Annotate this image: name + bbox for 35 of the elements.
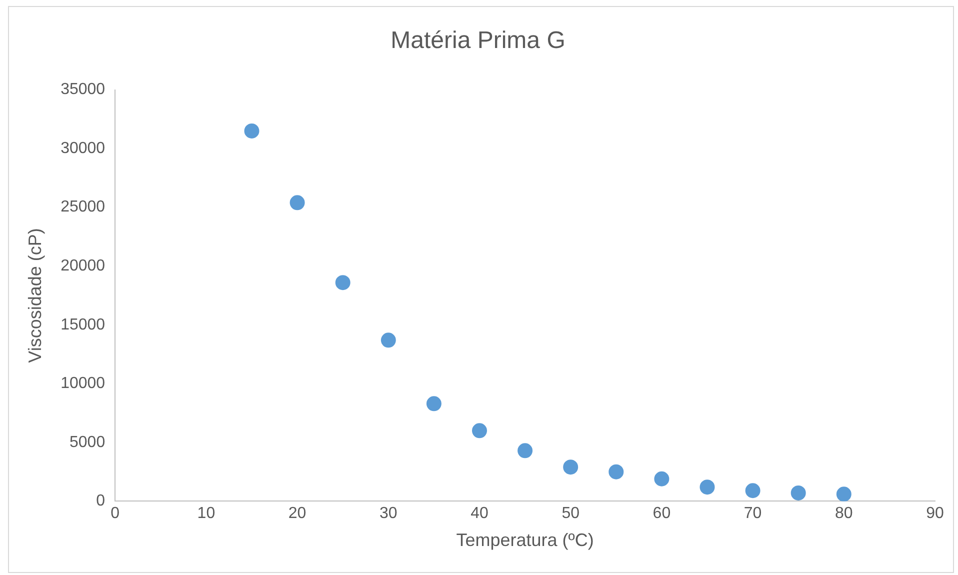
y-tick-label: 10000	[60, 375, 106, 392]
x-tick-label: 40	[470, 505, 488, 522]
point	[426, 396, 442, 412]
x-tick-label: 80	[835, 505, 853, 522]
point	[790, 485, 806, 500]
x-tick-label: 20	[288, 505, 306, 522]
y-tick-label: 20000	[60, 258, 106, 275]
point	[563, 460, 578, 475]
y-tick-label: 5000	[70, 434, 106, 451]
point	[518, 443, 533, 458]
point	[700, 480, 715, 495]
x-tick-label: 30	[379, 505, 398, 522]
point	[654, 471, 670, 486]
y-tick-label: 15000	[60, 316, 106, 334]
point	[380, 332, 396, 348]
y-tick-label: 0	[96, 492, 106, 510]
x-tick-label: 90	[926, 505, 944, 522]
y-tick-label: 25000	[60, 198, 106, 216]
x-tick-label: 70	[744, 505, 762, 522]
y-axis-title: Viscosidade (cP)	[24, 228, 45, 363]
y-tick-label: 35000	[60, 81, 106, 98]
point	[335, 275, 350, 290]
x-tick-label: 10	[197, 505, 216, 522]
point	[608, 464, 624, 480]
x-axis-title: Temperatura (ºC)	[456, 530, 594, 550]
x-tick-label: 60	[652, 505, 671, 522]
point	[244, 123, 260, 138]
point	[745, 483, 760, 498]
chart-title: Matéria Prima G	[390, 27, 566, 54]
x-tick-label: 0	[110, 505, 120, 522]
point	[836, 486, 852, 502]
point	[472, 423, 487, 438]
x-tick-label: 50	[562, 505, 580, 522]
y-tick-label: 30000	[60, 140, 106, 157]
point	[290, 195, 305, 210]
